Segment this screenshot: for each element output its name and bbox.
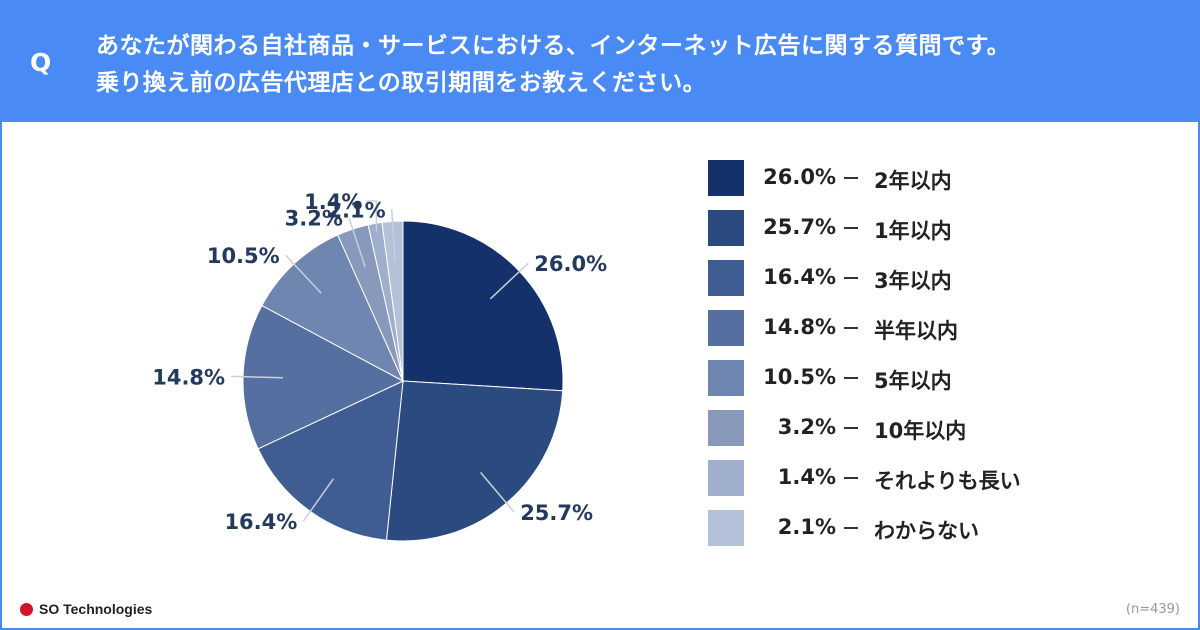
question-mark: Q [30,48,52,77]
legend-percent: 16.4% [763,265,836,289]
legend-dash [844,327,858,329]
leader-line [348,217,366,268]
legend-item: 16.4% 3年以内 [708,260,1128,296]
leader-line [366,200,378,232]
leader-line [390,209,396,262]
sample-size: (n=439) [1125,602,1180,617]
legend-percent: 1.4% [777,465,836,489]
slice-label: 14.8% [152,365,225,389]
legend-category: 5年以内 [874,369,952,393]
slice-label: 16.4% [224,510,297,534]
legend-percent: 14.8% [763,315,836,339]
legend-item: 25.7% 1年以内 [708,210,1128,246]
legend-dash [844,427,858,429]
legend-item: 14.8% 半年以内 [708,310,1128,346]
legend-item: 10.5% 5年以内 [708,360,1128,396]
leader-line [285,254,322,294]
leader-line [302,478,335,522]
slice-label: 26.0% [534,252,607,276]
legend-percent: 2.1% [777,515,836,539]
legend-category: 10年以内 [874,419,967,443]
legend-swatch [708,360,744,396]
brand-name: SO Technologies [39,601,153,617]
slice-label: 25.7% [520,501,593,525]
legend-swatch [708,310,744,346]
legend-category: それよりも長い [874,469,1021,493]
legend-item: 26.0% 2年以内 [708,160,1128,196]
legend-dash [844,227,858,229]
question-line-2: 乗り換え前の広告代理店との取引期間をお教えください。 [96,70,707,96]
legend-category: わからない [874,519,979,543]
question-line-1: あなたが関わる自社商品・サービスにおける、インターネット広告に関する質問です。 [96,33,1011,59]
legend-item: 2.1% わからない [708,510,1128,546]
pie-chart: 26.0% 25.7% 16.4% 14.8% 10.5%3.2%1.4%2.1% [152,190,607,542]
legend-percent: 3.2% [777,415,836,439]
legend-swatch [708,510,744,546]
slice-label: 2.1% [327,198,385,222]
legend-dash [844,527,858,529]
legend-swatch [708,210,744,246]
legend-swatch [708,160,744,196]
legend-category: 2年以内 [874,169,952,193]
legend-swatch [708,410,744,446]
question-header: Q あなたが関わる自社商品・サービスにおける、インターネット広告に関する質問です… [0,0,1200,122]
legend-item: 1.4% それよりも長い [708,460,1128,496]
leader-line [480,472,515,513]
legend-category: 1年以内 [874,219,952,243]
slice-label: 3.2% [285,207,343,231]
slice-label: 1.4% [304,190,362,214]
legend-percent: 25.7% [763,215,836,239]
legend-dash [844,277,858,279]
leader-line [231,375,284,379]
legend-dash [844,377,858,379]
legend-swatch [708,260,744,296]
legend-item: 3.2% 10年以内 [708,410,1128,446]
legend-percent: 10.5% [763,365,836,389]
legend-dash [844,477,858,479]
leader-line [489,262,529,300]
legend-category: 3年以内 [874,269,952,293]
legend-category: 半年以内 [874,319,958,343]
legend-dash [844,177,858,179]
pie-slice [402,220,564,392]
slice-label: 10.5% [207,244,280,268]
legend-swatch [708,460,744,496]
brand-dot-icon [20,603,33,616]
legend-percent: 26.0% [763,165,836,189]
